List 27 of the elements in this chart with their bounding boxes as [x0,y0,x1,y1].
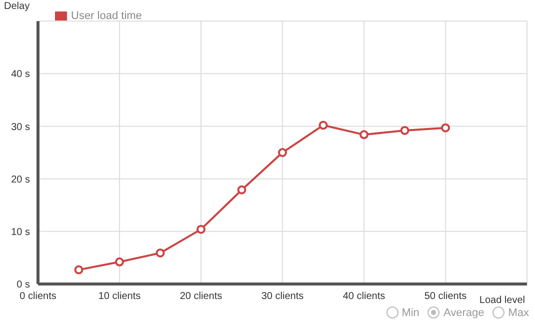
y-tick-label: 30 s [11,122,30,133]
legend-label: User load time [71,10,142,22]
y-tick-label: 20 s [11,174,30,186]
y-tick-label: 10 s [11,226,30,238]
y-axis-title: Delay [4,1,30,12]
text: Min [402,306,420,318]
text: Max [508,306,529,318]
x-tick-label: 40 clients [342,291,386,302]
x-axis-title: Load level [479,295,525,306]
x-tick-label: 20 clients [180,291,222,302]
point [196,224,206,234]
x-tick-label: 30 clients [261,291,304,302]
point [318,120,328,130]
point [400,126,410,135]
point [115,257,124,266]
y-tick-label: 0 s [16,280,30,291]
x-tick-label: 10 clients [98,291,141,302]
text: Average [443,306,484,318]
point [441,123,450,132]
y-tick-label: 40 s [11,69,30,80]
point [74,265,84,274]
x-tick-label: 50 clients [424,291,467,302]
point [156,248,165,258]
point [237,185,246,194]
x-tick-label: 0 clients [20,291,56,302]
point [360,130,368,140]
point [278,148,287,158]
